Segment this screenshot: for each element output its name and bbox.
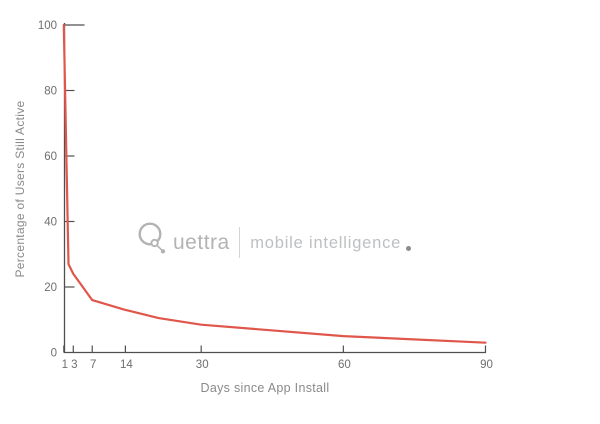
x-tick-label: 30 xyxy=(196,359,209,371)
x-tick-label: 60 xyxy=(338,359,351,371)
axis-spines xyxy=(63,23,486,354)
retention-curve xyxy=(62,23,487,344)
x-tick-label: 90 xyxy=(480,359,493,371)
x-axis-title: Days since App Install xyxy=(200,381,330,395)
x-tick-label: 1 xyxy=(62,359,68,371)
y-axis-title: Percentage of Users Still Active xyxy=(13,100,27,278)
y-tick-label: 80 xyxy=(44,86,57,98)
tagline-period-dot xyxy=(406,245,412,251)
x-tick-label: 7 xyxy=(90,359,96,371)
y-tick-label: 0 xyxy=(51,348,57,360)
y-tick-label: 20 xyxy=(44,282,57,294)
quettra-logo-icon xyxy=(138,222,166,254)
x-tick-label: 14 xyxy=(120,359,133,371)
curve-layer xyxy=(62,23,487,344)
y-tick-label: 60 xyxy=(44,151,57,163)
axes-layer: 0 20 40 60 80 100 1 3 7 14 30 60 90 xyxy=(38,20,493,371)
x-tick-label: 3 xyxy=(71,359,77,371)
brand-tagline: mobile intelligence xyxy=(250,233,402,252)
quettra-watermark: uettra mobile intelligence xyxy=(136,222,412,262)
brand-wordmark: uettra xyxy=(173,231,230,254)
watermark-divider xyxy=(238,226,241,258)
y-tick-label: 40 xyxy=(44,217,57,229)
y-tick-label: 100 xyxy=(38,20,57,32)
